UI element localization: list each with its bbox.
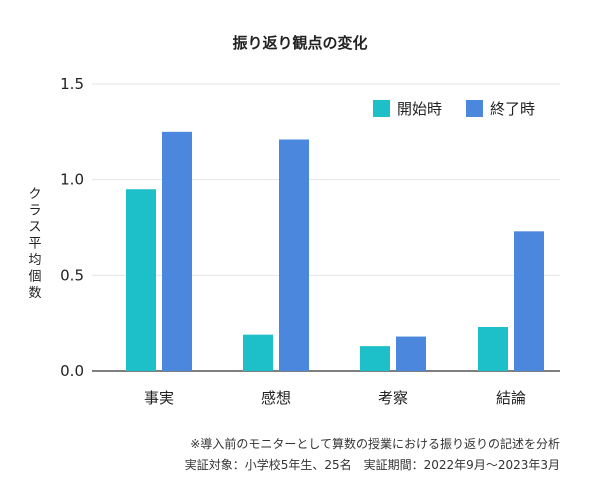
y-axis-label-char: 均 [28, 253, 41, 268]
bar-end-1 [162, 131, 192, 371]
legend-swatch [466, 100, 483, 117]
y-axis-label-char: ク [28, 187, 41, 202]
y-tick-label: 0.0 [60, 362, 84, 380]
bar-end-2 [279, 139, 309, 371]
y-axis-ticks: 0.0 0.5 1.0 1.5 [60, 75, 84, 380]
bar-chart: 振り返り観点の変化 0.0 0.5 1.0 1.5 事実 感想 考察 結論 開始時 終了時 ク… [28, 34, 560, 407]
chart-title: 振り返り観点の変化 [232, 34, 367, 52]
bar-start-1 [126, 189, 156, 371]
bars [126, 131, 544, 371]
bar-end-4 [514, 231, 544, 371]
category-label: 事実 [144, 389, 174, 407]
legend-label: 開始時 [397, 100, 442, 118]
category-label: 考察 [378, 389, 408, 407]
y-axis-label-char: ス [28, 220, 41, 235]
bar-end-3 [396, 336, 426, 371]
y-axis-label-char: 個 [28, 270, 41, 285]
y-axis-label-char: 平 [28, 237, 41, 252]
y-tick-label: 0.5 [60, 266, 84, 284]
footnote-line-1: ※導入前のモニターとして算数の授業における振り返りの記述を分析 [190, 437, 560, 451]
y-axis-label-char: ラ [28, 204, 41, 219]
bar-start-3 [360, 346, 390, 371]
bar-start-4 [478, 326, 508, 371]
legend-label: 終了時 [490, 100, 535, 118]
footnote: ※導入前のモニターとして算数の授業における振り返りの記述を分析 実証対象：小学校… [185, 434, 560, 476]
category-label: 結論 [496, 389, 526, 407]
y-tick-label: 1.5 [60, 75, 84, 93]
y-axis-label-char: 数 [28, 286, 41, 301]
legend: 開始時 終了時 [373, 100, 535, 118]
category-label: 感想 [261, 389, 291, 407]
legend-swatch [373, 100, 390, 117]
bar-start-2 [243, 334, 273, 371]
y-tick-label: 1.0 [60, 171, 84, 189]
footnote-line-2: 実証対象：小学校5年生、25名 実証期間：2022年9月〜2023年3月 [184, 458, 560, 472]
x-axis-labels: 事実 感想 考察 結論 [144, 389, 526, 407]
